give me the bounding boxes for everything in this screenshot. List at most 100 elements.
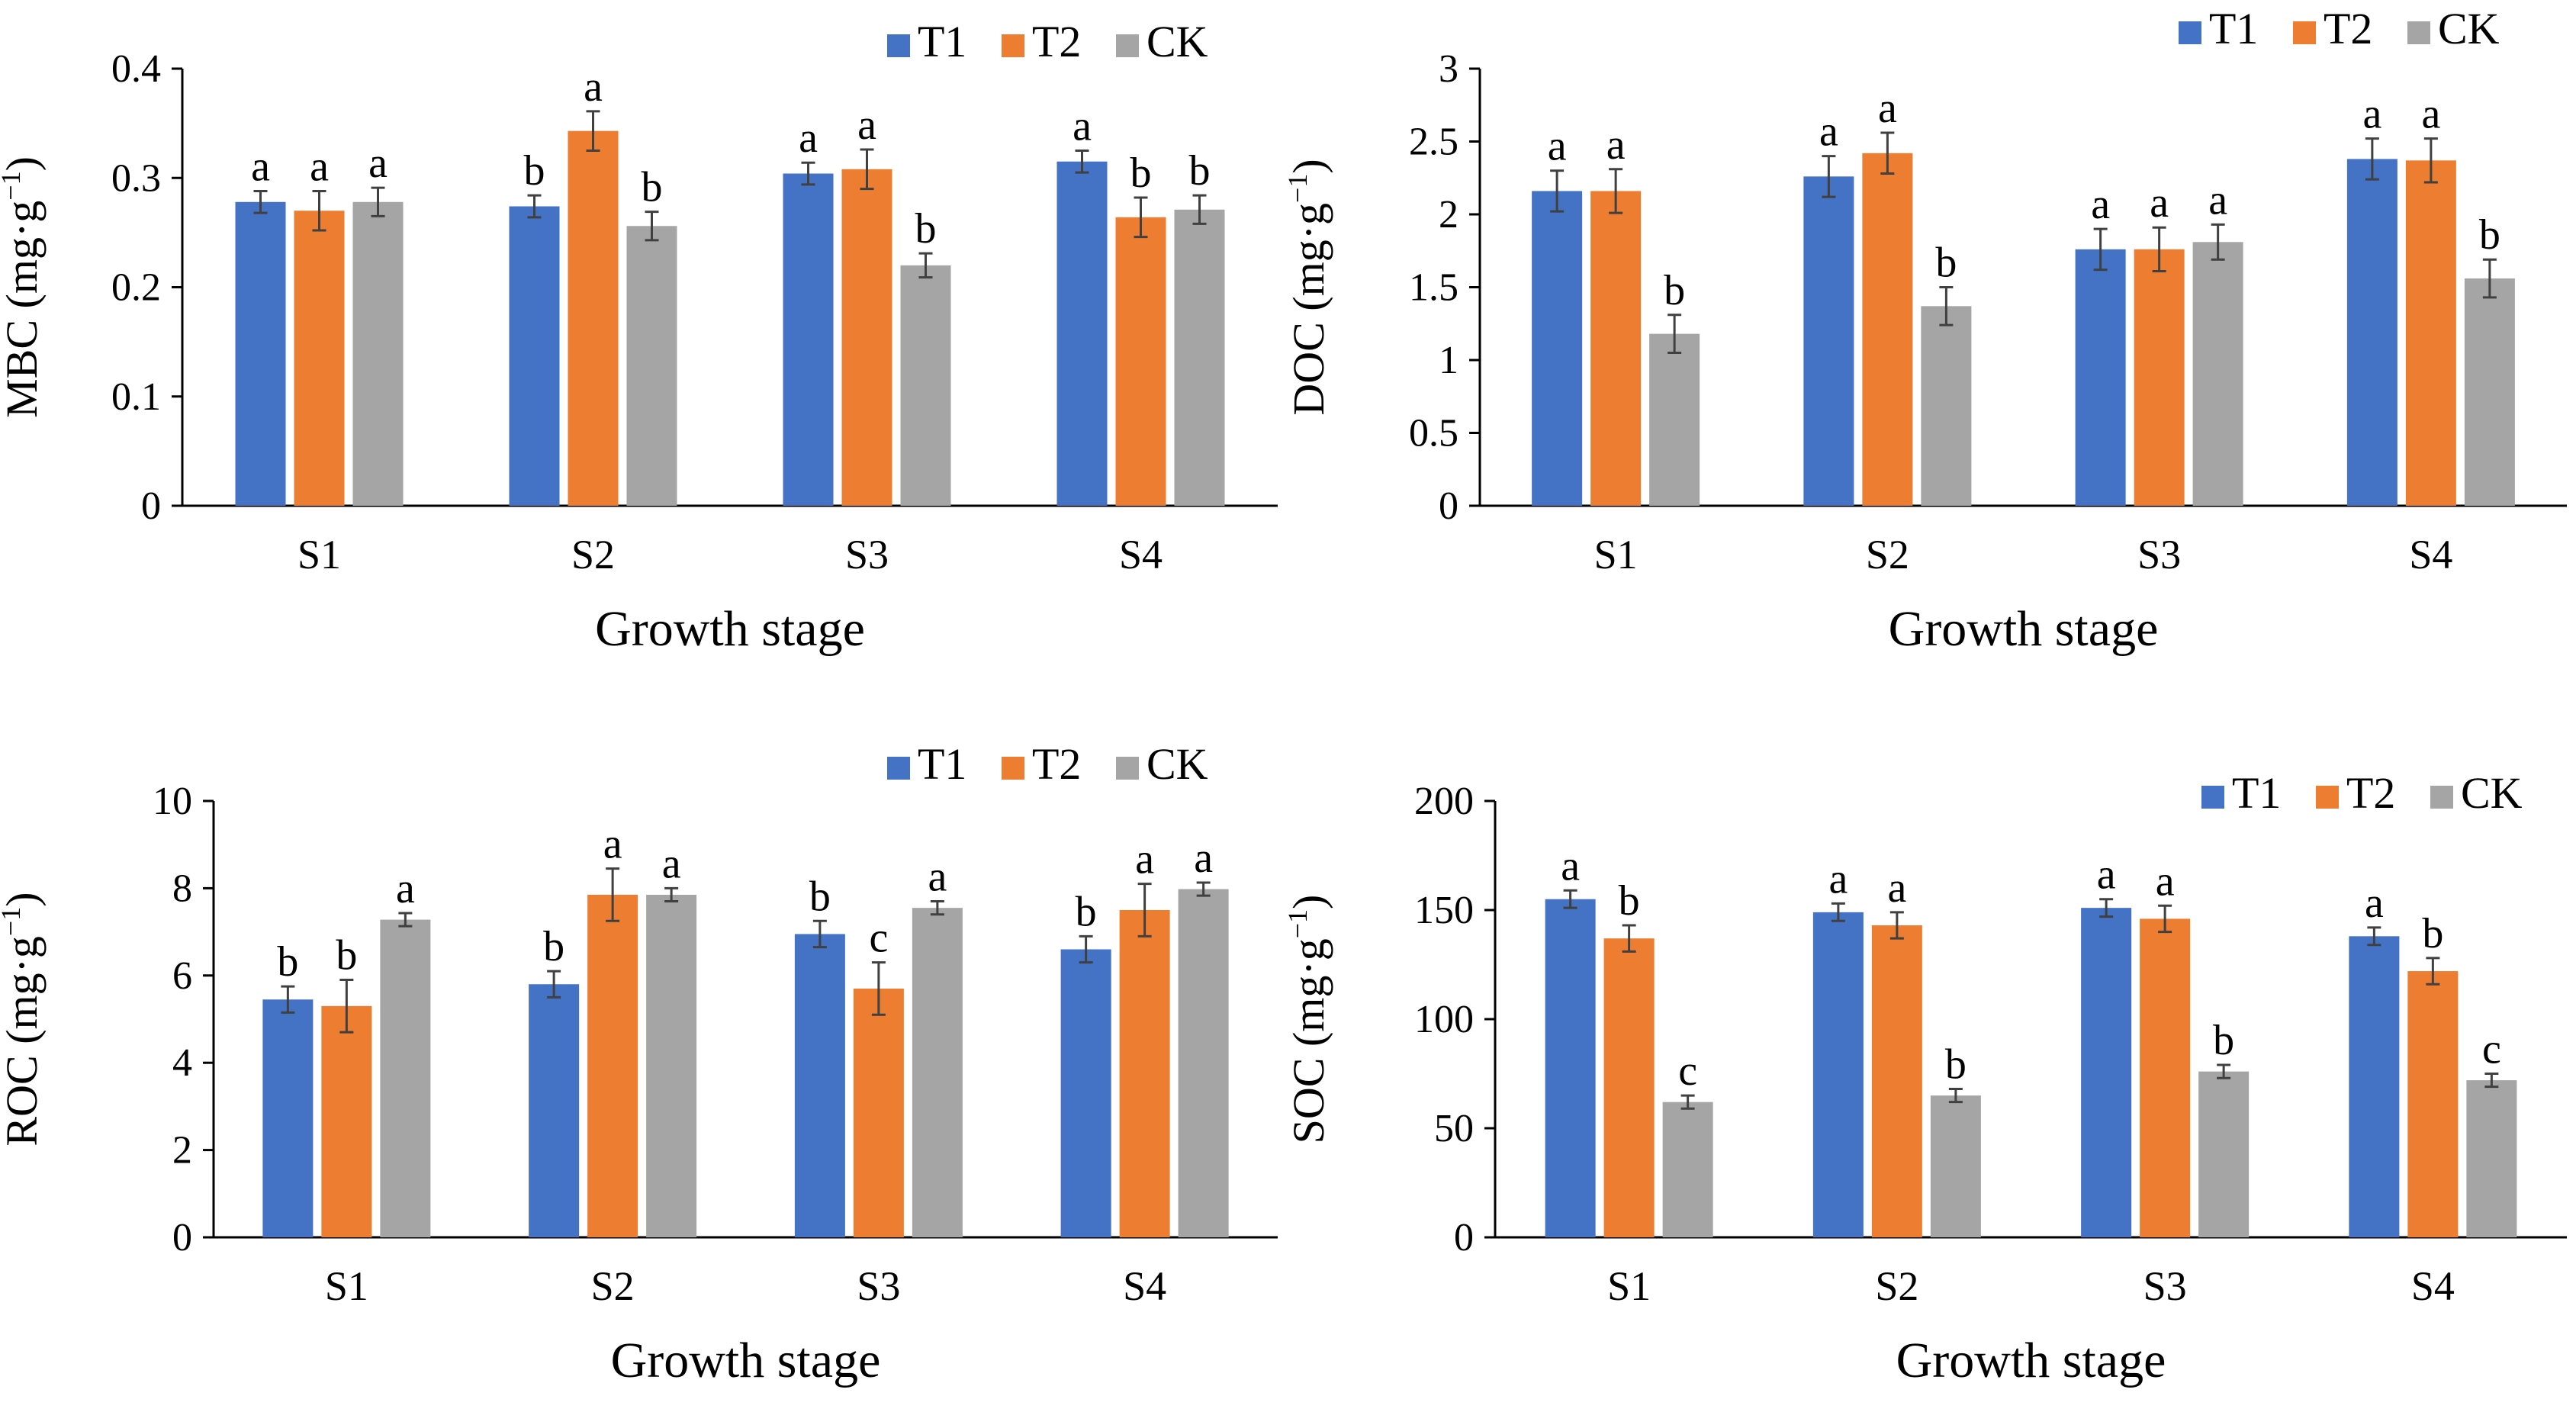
x-tick-label: S4 — [1123, 1263, 1166, 1309]
x-tick-label: S3 — [857, 1263, 900, 1309]
bar-t2 — [321, 1005, 372, 1237]
bar-t1 — [262, 999, 314, 1237]
bar-ck — [1178, 889, 1229, 1237]
significance-letter: a — [2421, 91, 2440, 138]
significance-letter: c — [1678, 1047, 1697, 1095]
x-tick-label: S2 — [591, 1263, 635, 1309]
significance-letter: a — [928, 854, 947, 901]
significance-letter: b — [1935, 240, 1957, 287]
bar-ck — [2198, 1071, 2250, 1237]
significance-letter: b — [915, 205, 937, 252]
bar-ck — [1930, 1095, 1981, 1237]
significance-letter: b — [277, 938, 298, 986]
x-tick-label: S4 — [2409, 532, 2452, 577]
x-tick-label: S3 — [845, 532, 889, 577]
significance-letter: a — [368, 140, 388, 187]
legend: T1 T2 CK — [887, 17, 1208, 66]
significance-letter: a — [2150, 179, 2169, 227]
bar-ck — [2464, 278, 2515, 506]
legend-swatch-t1 — [887, 34, 910, 57]
y-axis-label-superscript: −1 — [1282, 909, 1313, 938]
bar-t2 — [587, 894, 638, 1237]
legend-label-t1: T1 — [2209, 4, 2258, 53]
y-tick-label: 4 — [172, 1041, 192, 1085]
legend-label-t2: T2 — [1032, 739, 1081, 789]
legend-label-t2: T2 — [2346, 768, 2395, 818]
legend-label-t2: T2 — [2324, 4, 2372, 53]
legend: T1 T2 CK — [2179, 4, 2500, 53]
bar-ck — [1921, 306, 1972, 506]
legend-swatch-ck — [2430, 786, 2453, 809]
bar-t2 — [2407, 971, 2459, 1237]
significance-letter: a — [251, 143, 270, 190]
legend-swatch-t2 — [2293, 21, 2316, 44]
y-axis-label-close: ) — [1284, 895, 1333, 909]
bar-ck — [1174, 209, 1225, 506]
x-tick-label: S2 — [1866, 532, 1909, 577]
significance-letter: b — [1076, 888, 1097, 935]
significance-letter: a — [2091, 181, 2110, 228]
bar-t2 — [841, 169, 892, 507]
y-axis-label-main: MBC (mg·g — [0, 201, 47, 418]
y-axis-label: DOC (mg·g−1) — [1282, 159, 1333, 415]
bar-t1 — [1056, 161, 1108, 506]
y-tick-label: 3 — [1439, 47, 1458, 91]
x-tick-label: S3 — [2143, 1263, 2187, 1309]
legend-swatch-t2 — [1002, 757, 1024, 780]
significance-letter: a — [1819, 108, 1838, 156]
significance-letter: b — [543, 923, 564, 970]
y-tick-label: 8 — [172, 867, 192, 910]
bar-t1 — [1060, 949, 1111, 1237]
bar-t2 — [1590, 191, 1642, 506]
x-tick-label: S4 — [1119, 532, 1163, 577]
legend-swatch-ck — [1116, 757, 1139, 780]
bar-t1 — [1803, 176, 1854, 506]
y-axis-label-close: ) — [0, 892, 47, 906]
significance-letter: a — [2362, 91, 2381, 138]
significance-letter: c — [869, 915, 888, 962]
legend-label-t1: T1 — [2232, 768, 2281, 818]
y-tick-label: 10 — [153, 780, 192, 823]
significance-letter: b — [1664, 267, 1685, 314]
bar-t2 — [1115, 217, 1166, 506]
bar-t2 — [2140, 918, 2191, 1237]
bar-t2 — [294, 211, 345, 506]
bar-t1 — [1532, 191, 1583, 506]
y-axis-label-main: DOC (mg·g — [1284, 203, 1333, 416]
y-tick-label: 0 — [141, 484, 161, 528]
y-tick-label: 0.2 — [111, 266, 161, 310]
y-tick-label: 0 — [1454, 1216, 1474, 1259]
y-axis-label-superscript: −1 — [1282, 174, 1313, 203]
significance-letter: a — [799, 114, 818, 162]
bar-t1 — [794, 934, 845, 1237]
bar-t1 — [509, 206, 560, 506]
x-tick-label: S1 — [325, 1263, 368, 1309]
legend: T1 T2 CK — [887, 739, 1208, 789]
y-tick-label: 0.4 — [111, 47, 161, 91]
significance-letter: a — [1194, 835, 1213, 882]
significance-letter: a — [584, 63, 603, 111]
significance-letter: b — [2422, 910, 2443, 957]
x-axis-label: Growth stage — [1889, 601, 2159, 657]
bar-t2 — [1603, 938, 1655, 1237]
bar-t2 — [853, 988, 904, 1237]
bar-t2 — [1862, 153, 1913, 506]
bar-ck — [2466, 1080, 2517, 1237]
y-tick-label: 0.1 — [111, 375, 161, 419]
y-tick-label: 2 — [1439, 193, 1458, 236]
x-tick-label: S2 — [1875, 1263, 1918, 1309]
bar-t2 — [2134, 249, 2185, 506]
significance-letter: a — [1878, 85, 1897, 132]
significance-letter: b — [1619, 877, 1640, 925]
legend-swatch-t1 — [887, 757, 910, 780]
x-tick-label: S1 — [1607, 1263, 1651, 1309]
bar-t1 — [2349, 936, 2400, 1237]
legend-label-ck: CK — [2461, 768, 2523, 818]
bar-ck — [1662, 1102, 1713, 1237]
y-axis-label: SOC (mg·g−1) — [1282, 895, 1333, 1144]
y-tick-label: 0.3 — [111, 156, 161, 200]
significance-letter: c — [2482, 1026, 2501, 1073]
